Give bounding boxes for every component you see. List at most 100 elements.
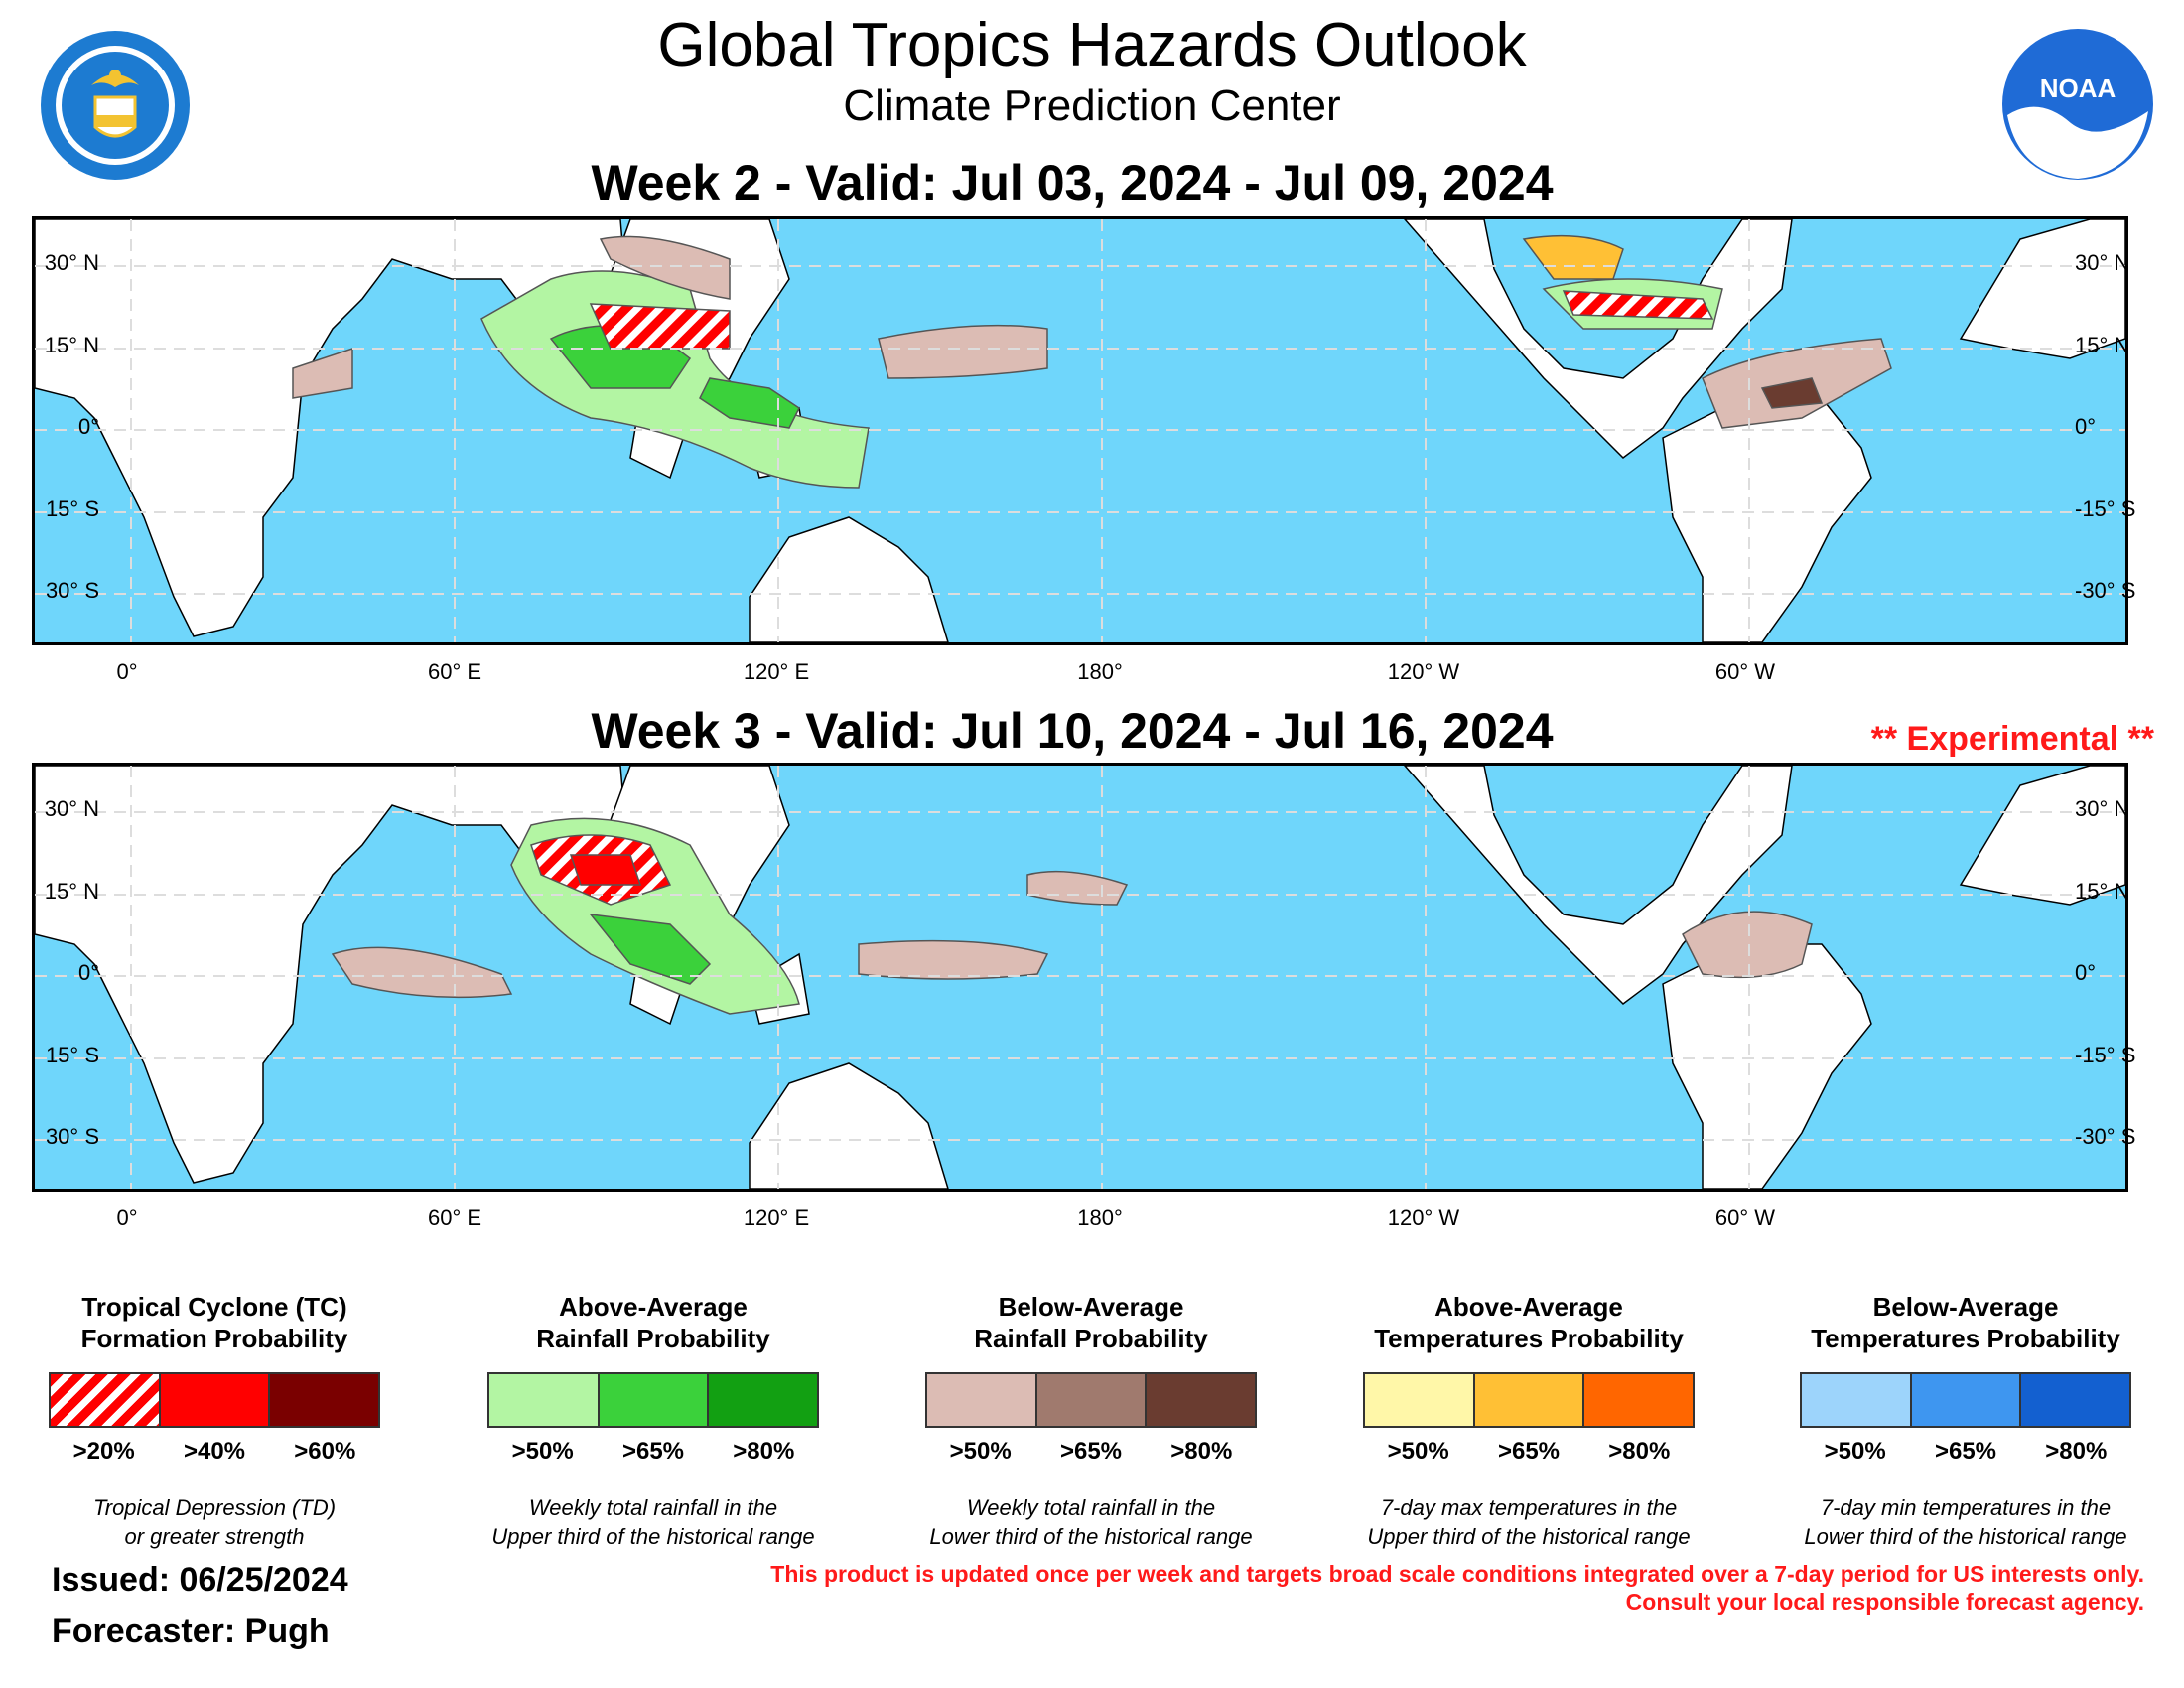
noaa-logo: NOAA: [2002, 29, 2153, 180]
lat-label-right: 30° N: [2075, 250, 2130, 275]
disclaimer-line-2: Consult your local responsible forecast …: [1625, 1589, 2144, 1615]
legend-title: Rainfall Probability: [974, 1324, 1208, 1353]
lon-label: 120° E: [743, 1205, 810, 1230]
legend-note-line: Lower third of the historical range: [929, 1524, 1253, 1549]
lat-label-right: -15° S: [2075, 1043, 2136, 1067]
legend-block: Below-Average Temperatures Probability >50…: [1767, 1291, 2164, 1551]
legend-title: Rainfall Probability: [536, 1324, 770, 1353]
week2-map-canvas: [34, 218, 2126, 643]
grid-lines-w3: [35, 766, 2125, 1189]
svg-text:NOAA: NOAA: [2040, 73, 2116, 103]
lon-label: 180°: [1077, 659, 1123, 684]
lat-label-left: 30° S: [45, 1124, 99, 1149]
legend-tick-label: >65%: [1934, 1438, 1997, 1465]
land-masses-w3: [34, 765, 2126, 1190]
legend-tick-label: >50%: [949, 1438, 1012, 1465]
legend-swatch: [927, 1374, 1037, 1426]
legend-color-bar: [49, 1372, 380, 1428]
legend-title: Below-Average: [1872, 1292, 2059, 1322]
legend-note-line: Upper third of the historical range: [491, 1524, 815, 1549]
legend-title: Temperatures Probability: [1811, 1324, 2120, 1353]
legend-note: Weekly total rainfall in the Upper third …: [455, 1493, 852, 1551]
legend-note: Tropical Depression (TD) or greater stren…: [16, 1493, 413, 1551]
legend-ticks: >50% >65% >80%: [487, 1438, 819, 1466]
commerce-seal-logo: [41, 31, 190, 180]
issued-date: Issued: 06/25/2024: [52, 1561, 348, 1599]
legend-tick-label: >65%: [1059, 1438, 1123, 1465]
lat-label-left: 0°: [77, 414, 99, 439]
legend-block: Above-Average Temperatures Probability >50…: [1330, 1291, 1727, 1551]
legend-tick-label: >50%: [1387, 1438, 1449, 1465]
lat-label-right: 0°: [2075, 960, 2097, 985]
legend-block: Tropical Cyclone (TC) Formation Probabili…: [16, 1291, 413, 1551]
legend-swatch: [51, 1374, 161, 1426]
legend-swatch: [489, 1374, 600, 1426]
lon-label: 60° W: [1714, 659, 1776, 684]
week2-title: Week 2 - Valid: Jul 03, 2024 - Jul 09, 2…: [591, 155, 1554, 211]
legend-swatch: [1147, 1374, 1256, 1426]
legend-tick-label: >20%: [72, 1438, 135, 1465]
legend-color-bar: [487, 1372, 819, 1428]
lat-label-right: 15° N: [2075, 333, 2130, 357]
lat-label-left: 30° N: [44, 250, 99, 275]
week3-map: [32, 763, 2128, 1192]
legend-swatch: [1911, 1374, 2022, 1426]
lon-label: 120° W: [1387, 1205, 1460, 1230]
legend-swatch: [1036, 1374, 1148, 1426]
legend-tick-label: >80%: [1170, 1438, 1233, 1465]
legend-note-line: or greater strength: [124, 1524, 305, 1549]
legend-tick-label: >65%: [621, 1438, 685, 1465]
legend-swatch: [2021, 1374, 2130, 1426]
legend-ticks: >50% >65% >80%: [1800, 1438, 2131, 1466]
lon-label: 120° E: [743, 659, 810, 684]
lon-label: 180°: [1077, 1205, 1123, 1230]
page-subtitle: Climate Prediction Center: [843, 81, 1341, 130]
legend-note-line: Tropical Depression (TD): [92, 1495, 337, 1520]
legend-note: Weekly total rainfall in the Lower third …: [892, 1493, 1290, 1551]
lat-label-right: -30° S: [2075, 578, 2136, 603]
legend-note-line: Lower third of the historical range: [1804, 1524, 2127, 1549]
week3-title: Week 3 - Valid: Jul 10, 2024 - Jul 16, 2…: [591, 703, 1554, 759]
legend-note-line: 7-day min temperatures in the: [1820, 1495, 2112, 1520]
legend-title: Temperatures Probability: [1374, 1324, 1684, 1353]
lon-label: 60° E: [427, 659, 482, 684]
hazard-polygons-w3: [331, 817, 1813, 1015]
experimental-label: ** Experimental **: [1870, 720, 2154, 758]
lon-label: 60° W: [1714, 1205, 1776, 1230]
legend-note-line: 7-day max temperatures in the: [1380, 1495, 1678, 1520]
legend-title: Below-Average: [998, 1292, 1184, 1322]
page-title: Global Tropics Hazards Outlook: [657, 11, 1527, 79]
legend-swatch: [270, 1374, 379, 1426]
legend-tick-label: >50%: [511, 1438, 574, 1465]
lat-label-left: 30° N: [44, 796, 99, 821]
legend-swatch: [1365, 1374, 1475, 1426]
legend-swatch: [709, 1374, 818, 1426]
legend-tick-label: >40%: [183, 1438, 246, 1465]
legend-tick-label: >60%: [294, 1438, 356, 1465]
legend-note-line: Weekly total rainfall in the: [966, 1495, 1216, 1520]
lat-label-left: 0°: [77, 960, 99, 985]
legend-color-bar: [1363, 1372, 1695, 1428]
legend-title: Above-Average: [559, 1292, 748, 1322]
lat-label-right: 0°: [2075, 414, 2097, 439]
legend-swatch: [1584, 1374, 1694, 1426]
legend-swatch: [1802, 1374, 1912, 1426]
grid-lines: [35, 219, 2125, 642]
lat-label-left: 15° N: [44, 879, 99, 904]
legend-note-line: Weekly total rainfall in the: [528, 1495, 778, 1520]
lon-label: 120° W: [1387, 659, 1460, 684]
legend-title: Formation Probability: [80, 1324, 348, 1353]
lon-label: 60° E: [427, 1205, 482, 1230]
legend-tick-label: >65%: [1497, 1438, 1561, 1465]
legend-tick-label: >80%: [733, 1438, 795, 1465]
legend-title: Above-Average: [1434, 1292, 1623, 1322]
legend-note: 7-day max temperatures in the Upper third…: [1330, 1493, 1727, 1551]
legend-tick-label: >80%: [2045, 1438, 2108, 1465]
legend-tick-label: >50%: [1824, 1438, 1886, 1465]
lon-label: 0°: [116, 659, 138, 684]
legend-color-bar: [1800, 1372, 2131, 1428]
legend-ticks: >50% >65% >80%: [925, 1438, 1257, 1466]
lon-label: 0°: [116, 1205, 138, 1230]
legend-tick-label: >80%: [1608, 1438, 1671, 1465]
legend-ticks: >20% >40% >60%: [49, 1438, 380, 1466]
